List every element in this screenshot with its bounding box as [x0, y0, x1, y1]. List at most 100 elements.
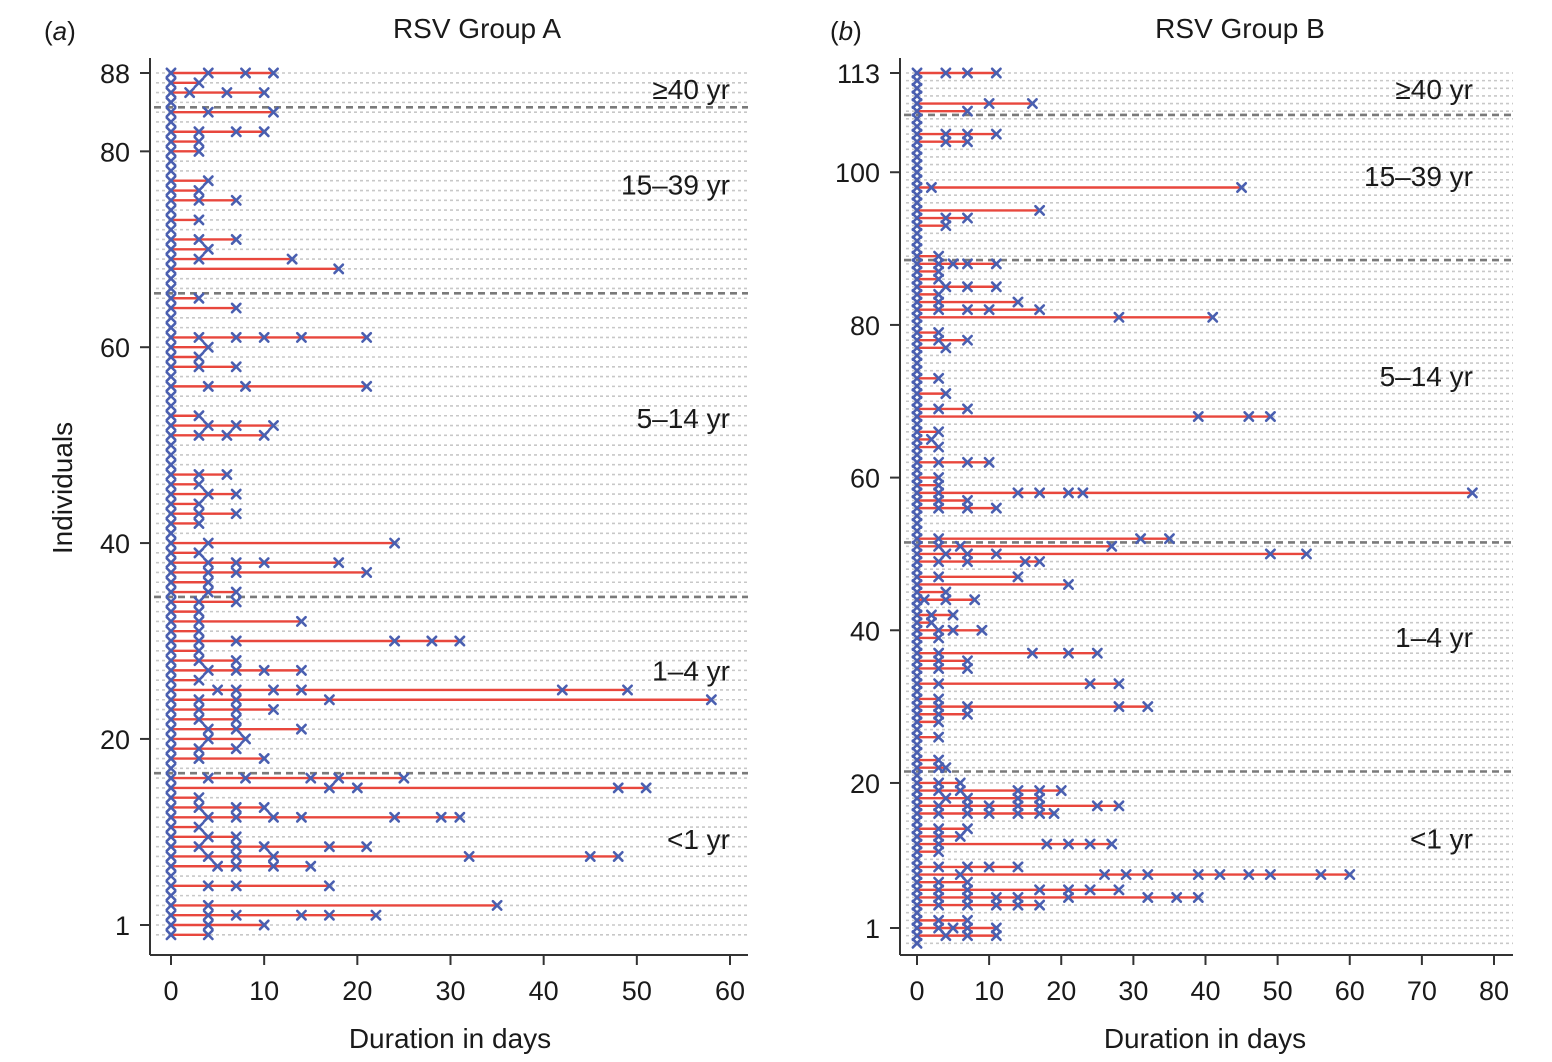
panel-b-sample-marker: [933, 502, 945, 514]
panel-a-sample-marker: [463, 850, 475, 862]
panel-b-sample-marker: [911, 204, 923, 216]
panel-b-sample-marker: [940, 762, 952, 774]
panel-b-sample-marker: [961, 456, 973, 468]
panel-b-sample-marker: [1171, 891, 1183, 903]
panel-a-sample-marker: [295, 811, 307, 823]
panel-a-sample-marker: [193, 136, 205, 148]
panel-b-sample-marker: [1113, 678, 1125, 690]
panel-b-sample-marker: [961, 281, 973, 293]
panel-b-sample-marker: [911, 777, 923, 789]
panel-b-sample-marker: [961, 792, 973, 804]
panel-a-sample-marker: [426, 635, 438, 647]
panel-b-sample-marker: [1034, 304, 1046, 316]
panel-a-sample-marker: [258, 664, 270, 676]
panel-a-x-tick-label: 10: [249, 976, 279, 1006]
panel-b-sample-marker: [1012, 861, 1024, 873]
panel-a-sample-marker: [705, 694, 717, 706]
panel-b-sample-marker: [933, 846, 945, 858]
panel-a-sample-marker: [165, 449, 177, 461]
panel-a-sample-marker: [230, 694, 242, 706]
panel-a-sample-marker: [165, 733, 177, 745]
panel-b-sample-marker: [961, 655, 973, 667]
panel-b-sample-marker: [911, 685, 923, 697]
panel-b-sample-marker: [933, 899, 945, 911]
panel-b-sample-marker: [911, 365, 923, 377]
panel-a-sample-marker: [193, 792, 205, 804]
panel-b-sample-marker: [911, 800, 923, 812]
panel-b-sample-marker: [911, 647, 923, 659]
panel-a-sample-marker: [612, 782, 624, 794]
panel-b-sample-marker: [933, 823, 945, 835]
panel-a-sample-marker: [193, 694, 205, 706]
panel-b-sample-marker: [911, 166, 923, 178]
panel-a-sample-marker: [212, 684, 224, 696]
panel-b-sample-marker: [940, 930, 952, 942]
panel-a-sample-marker: [193, 351, 205, 363]
panel-a-sample-marker: [165, 87, 177, 99]
panel-a-sample-marker: [165, 204, 177, 216]
panel-a-sample-marker: [230, 723, 242, 735]
panel-a-sample-marker: [230, 420, 242, 432]
panel-a-x-tick-label: 30: [435, 976, 465, 1006]
panel-a-sample-marker: [230, 508, 242, 520]
panel-b-sample-marker: [961, 807, 973, 819]
panel-b-sample-marker: [933, 296, 945, 308]
panel-b-sample-marker: [911, 464, 923, 476]
panel-a-sample-marker: [165, 312, 177, 324]
panel-b-sample-marker: [911, 372, 923, 384]
panel-a-sample-marker: [193, 410, 205, 422]
panel-a-sample-marker: [193, 185, 205, 197]
panel-a-sample-marker: [165, 753, 177, 765]
panel-b-sample-marker: [911, 212, 923, 224]
panel-a-sample-marker: [258, 919, 270, 931]
panel-a-sample-marker: [165, 694, 177, 706]
panel-b-sample-marker: [911, 525, 923, 537]
panel-b-sample-marker: [1207, 311, 1219, 323]
panel-b-sample-marker: [933, 693, 945, 705]
panel-b-sample-marker: [1034, 792, 1046, 804]
panel-a: (a) RSV Group A Individuals Duration in …: [44, 13, 748, 1054]
panel-a-y-tick-label: 80: [100, 137, 130, 167]
panel-b-sample-marker: [911, 258, 923, 270]
panel-b-sample-marker: [911, 640, 923, 652]
panel-b-sample-marker: [1062, 647, 1074, 659]
panel-b-sample-marker: [933, 258, 945, 270]
panel-b-sample-marker: [1034, 785, 1046, 797]
panel-b-sample-marker: [911, 395, 923, 407]
panel-b-x-tick-label: 40: [1190, 976, 1220, 1006]
panel-a-sample-marker: [258, 429, 270, 441]
panel-b-sample-marker: [933, 372, 945, 384]
panel-b-sample-marker: [1243, 411, 1255, 423]
panel-b-sample-marker: [911, 815, 923, 827]
panel-a-sample-marker: [454, 811, 466, 823]
panel-b-sample-marker: [933, 624, 945, 636]
panel-b-x-tick-label: 30: [1118, 976, 1148, 1006]
panel-a-sample-marker: [165, 586, 177, 598]
panel-a-sample-marker: [193, 469, 205, 481]
panel-a-sample-marker: [165, 704, 177, 716]
panel-a-sample-marker: [193, 713, 205, 725]
panel-a-sample-marker: [305, 772, 317, 784]
panel-b-group-label: <1 yr: [1410, 823, 1473, 854]
panel-b-sample-marker: [933, 777, 945, 789]
panel-a-sample-marker: [202, 67, 214, 79]
panel-b-sample-marker: [911, 785, 923, 797]
panel-b-sample-marker: [940, 388, 952, 400]
panel-b-sample-marker: [1142, 869, 1154, 881]
panel-b-sample-marker: [961, 548, 973, 560]
panel-b-sample-marker: [990, 502, 1002, 514]
panel-b-sample-marker: [983, 861, 995, 873]
panel-a-sample-marker: [165, 713, 177, 725]
panel-a-sample-marker: [622, 684, 634, 696]
panel-b-sample-marker: [933, 716, 945, 728]
panel-b-sample-marker: [911, 143, 923, 155]
panel-a-sample-marker: [351, 782, 363, 794]
panel-a-sample-marker: [165, 557, 177, 569]
panel-b-sample-marker: [961, 334, 973, 346]
panel-b-sample-marker: [990, 891, 1002, 903]
panel-a-sample-marker: [165, 67, 177, 79]
panel-a-sample-marker: [258, 331, 270, 343]
panel-b-sample-marker: [961, 922, 973, 934]
panel-a-sample-marker: [165, 106, 177, 118]
panel-a-sample-marker: [165, 606, 177, 618]
